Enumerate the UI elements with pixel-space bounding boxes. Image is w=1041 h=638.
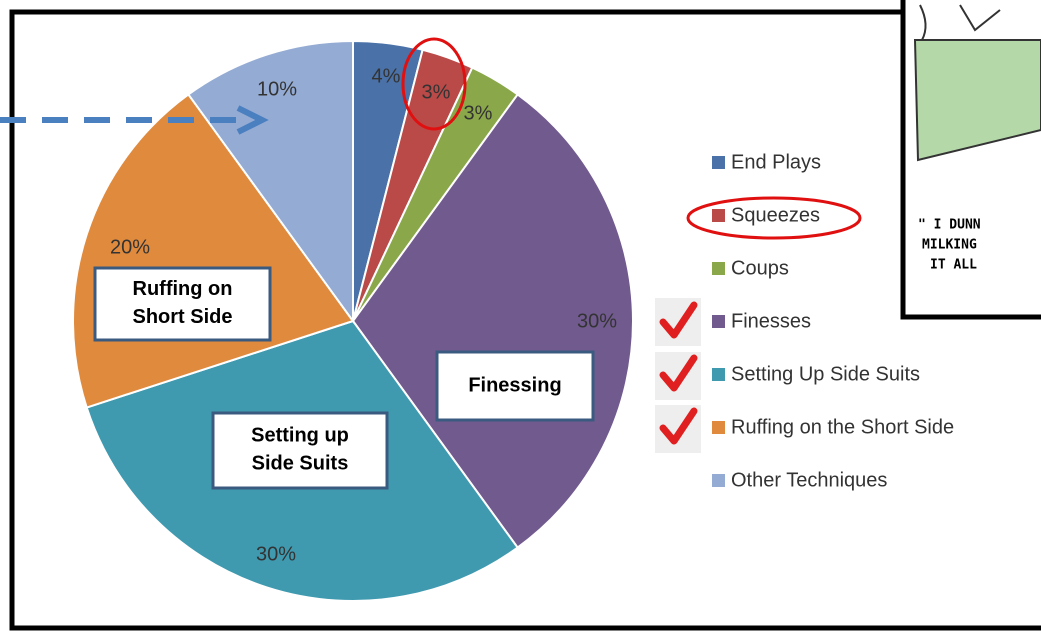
comic-text: IT ALL [930, 258, 977, 273]
value-label: 3% [464, 102, 493, 124]
value-label: 30% [577, 310, 617, 332]
page: 4% 3% 3% 30% 30% 20% 10% End Plays Squeezes Coup… [0, 0, 1041, 633]
annotation-line: Ruffing on [133, 278, 233, 300]
legend-label: Setting Up Side Suits [731, 363, 920, 385]
value-label: 30% [256, 543, 296, 565]
annotation-line: Side Suits [252, 453, 349, 475]
legend-label: Squeezes [731, 204, 820, 226]
value-label: 3% [422, 81, 451, 103]
value-label: 20% [110, 236, 150, 258]
legend-label: Coups [731, 257, 789, 279]
annotation-line: Short Side [132, 306, 232, 328]
legend-swatch [712, 368, 725, 381]
legend-swatch [712, 315, 725, 328]
legend-swatch [712, 474, 725, 487]
legend-swatch [712, 262, 725, 275]
annotation-line: Setting up [251, 425, 349, 447]
legend-swatch [712, 209, 725, 222]
value-label: 4% [372, 65, 401, 87]
legend-label: End Plays [731, 151, 821, 173]
value-label: 10% [257, 78, 297, 100]
legend-swatch [712, 156, 725, 169]
comic-panel: " I DUNN MILKING IT ALL [903, 0, 1041, 317]
legend-swatch [712, 421, 725, 434]
comic-text: " I DUNN [918, 218, 981, 233]
comic-text: MILKING [922, 238, 977, 253]
legend-label: Other Techniques [731, 469, 887, 491]
legend-label: Ruffing on the Short Side [731, 416, 954, 438]
annotation: Finessing [468, 374, 561, 396]
legend-label: Finesses [731, 310, 811, 332]
